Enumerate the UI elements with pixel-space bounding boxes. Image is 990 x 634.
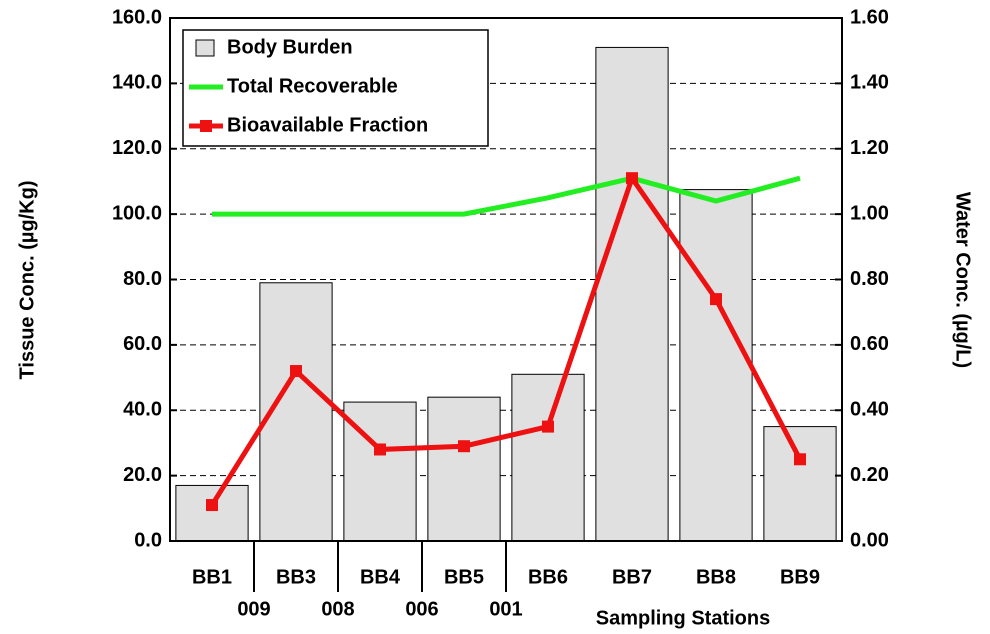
marker [290,365,302,378]
legend-box [182,29,489,147]
y2-tick-label: 0.60 [850,333,889,355]
line [209,172,803,507]
bars [175,46,837,542]
y-tick-label: 20.0 [123,464,162,486]
y2-tick-label: 1.20 [850,137,889,159]
y-tick-label: 160.0 [112,6,162,28]
bar [679,189,753,542]
y-tick-label: 60.0 [123,333,162,355]
legend-marker [200,120,212,132]
marker [206,499,218,512]
station-code: 001 [489,598,522,620]
y-axis-title: Tissue Conc. (µg/Kg) [16,181,38,380]
y2-tick-label: 0.00 [850,529,889,551]
y-tick-label: 40.0 [123,399,162,421]
y2-tick-label: 1.60 [850,6,889,28]
x-tick-label: BB6 [528,566,568,588]
legend-label: Body Burden [227,36,353,58]
y-tick-label: 120.0 [112,137,162,159]
y2-tick-label: 0.20 [850,464,889,486]
axes: 0.0 20.0 40.0 60.0 80.0 100.0 120.0 140.0 160.0 0… [112,6,889,620]
marker [626,172,638,185]
bar [763,426,837,542]
station-code: 008 [321,598,354,620]
y2-tick-label: 1.40 [850,72,889,94]
y2-tick-label: 0.80 [850,268,889,290]
y-tick-label: 80.0 [123,268,162,290]
y2-axis-title: Water Conc. (µg/L) [952,192,974,368]
line [212,175,801,217]
x-tick-label: BB8 [696,566,736,588]
x-tick-label: BB7 [612,566,652,588]
y-tick-label: 100.0 [112,202,162,224]
x-tick-label: BB1 [192,566,232,588]
legend-swatch [195,39,215,57]
y2-tick-label: 0.40 [850,399,889,421]
legend-label: Bioavailable Fraction [227,114,428,136]
legend-label: Total Recoverable [227,75,398,97]
x-tick-label: BB3 [276,566,316,588]
y-tick-label: 0.0 [134,529,162,551]
marker [542,420,554,433]
marker [710,293,722,306]
legend: Body Burden Total Recoverable Bioavailable… [182,29,489,147]
x-tick-label: BB9 [780,566,820,588]
marker [794,453,806,466]
x-tick-label: BB4 [360,566,401,588]
bar [175,484,249,542]
x-axis-title: Sampling Stations [596,607,770,629]
y2-tick-label: 1.00 [850,202,889,224]
marker [374,443,386,456]
bar [511,373,585,542]
bar [595,46,669,542]
station-code: 009 [237,598,270,620]
marker [458,440,470,453]
y-tick-label: 140.0 [112,72,162,94]
x-tick-label: BB5 [444,566,484,588]
lines [206,172,806,512]
bar [427,396,501,542]
station-code: 006 [405,598,438,620]
